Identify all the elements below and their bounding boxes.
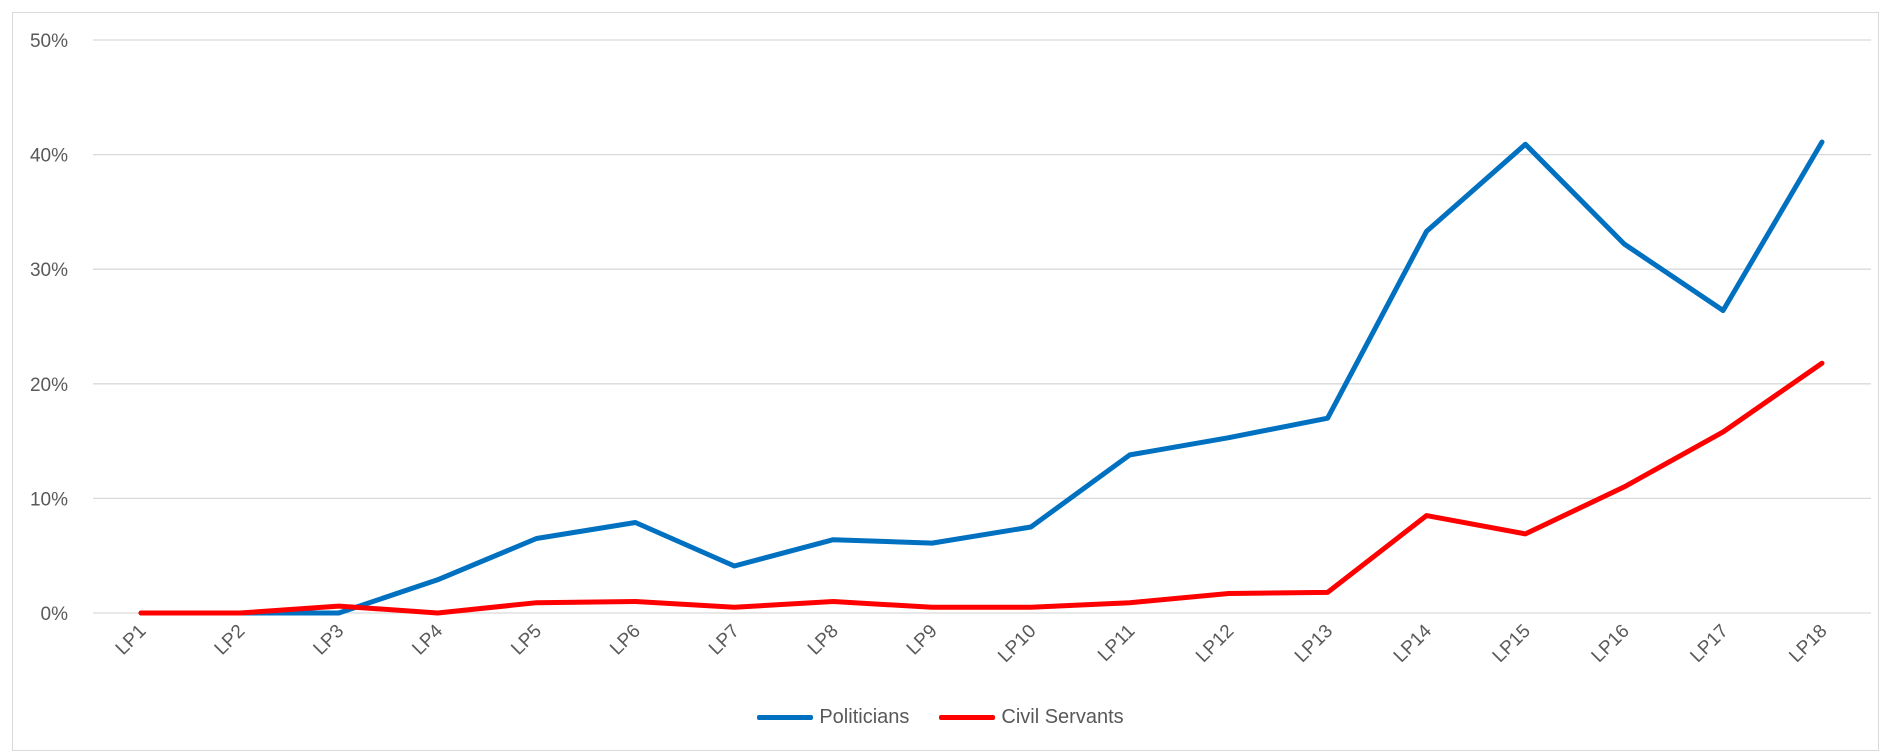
chart-legend: Politicians Civil Servants: [0, 706, 1881, 729]
x-tick-label: LP9: [903, 621, 942, 660]
legend-item-civil-servants: Civil Servants: [939, 706, 1124, 729]
y-tick-label: 30%: [30, 260, 68, 281]
y-tick-label: 40%: [30, 146, 68, 167]
x-tick-label: LP3: [310, 621, 349, 660]
y-tick-label: 10%: [30, 489, 68, 510]
x-tick-label: LP10: [994, 621, 1040, 667]
x-tick-label: LP1: [112, 621, 151, 660]
y-tick-label: 20%: [30, 375, 68, 396]
y-axis-tick-labels: 0% 10% 20% 30% 40% 50%: [30, 31, 68, 625]
legend-swatch-civil-servants: [939, 715, 996, 720]
y-tick-label: 0%: [41, 604, 69, 625]
x-tick-label: LP4: [408, 620, 447, 659]
x-tick-label: LP11: [1094, 621, 1139, 666]
gridlines: [93, 39, 1871, 614]
series-line-politicians: [138, 139, 1825, 616]
x-tick-label: LP6: [606, 621, 645, 660]
x-tick-label: LP13: [1291, 621, 1337, 667]
legend-label-politicians: Politicians: [819, 706, 910, 728]
x-tick-label: LP5: [507, 621, 546, 660]
x-tick-label: LP16: [1588, 621, 1634, 667]
x-tick-label: LP14: [1390, 620, 1437, 667]
x-tick-label: LP18: [1785, 621, 1831, 667]
x-axis-tick-labels: LP1 LP2 LP3 LP4 LP5 LP6 LP7 LP8 LP9 LP10 LP11 LP12 L…: [112, 620, 1832, 667]
x-tick-label: LP15: [1489, 621, 1535, 667]
series-line-civil-servants: [138, 360, 1825, 616]
chart-area: [12, 12, 1879, 751]
x-tick-label: LP8: [804, 621, 843, 660]
legend-label-civil-servants: Civil Servants: [1001, 706, 1124, 728]
legend-swatch-politicians: [757, 715, 814, 720]
x-tick-label: LP12: [1192, 621, 1238, 667]
x-tick-label: LP7: [705, 621, 744, 660]
x-tick-label: LP17: [1686, 621, 1732, 667]
series-lines: [138, 139, 1825, 616]
legend-item-politicians: Politicians: [757, 706, 909, 729]
x-tick-label: LP2: [211, 621, 250, 660]
y-tick-label: 50%: [30, 31, 68, 52]
